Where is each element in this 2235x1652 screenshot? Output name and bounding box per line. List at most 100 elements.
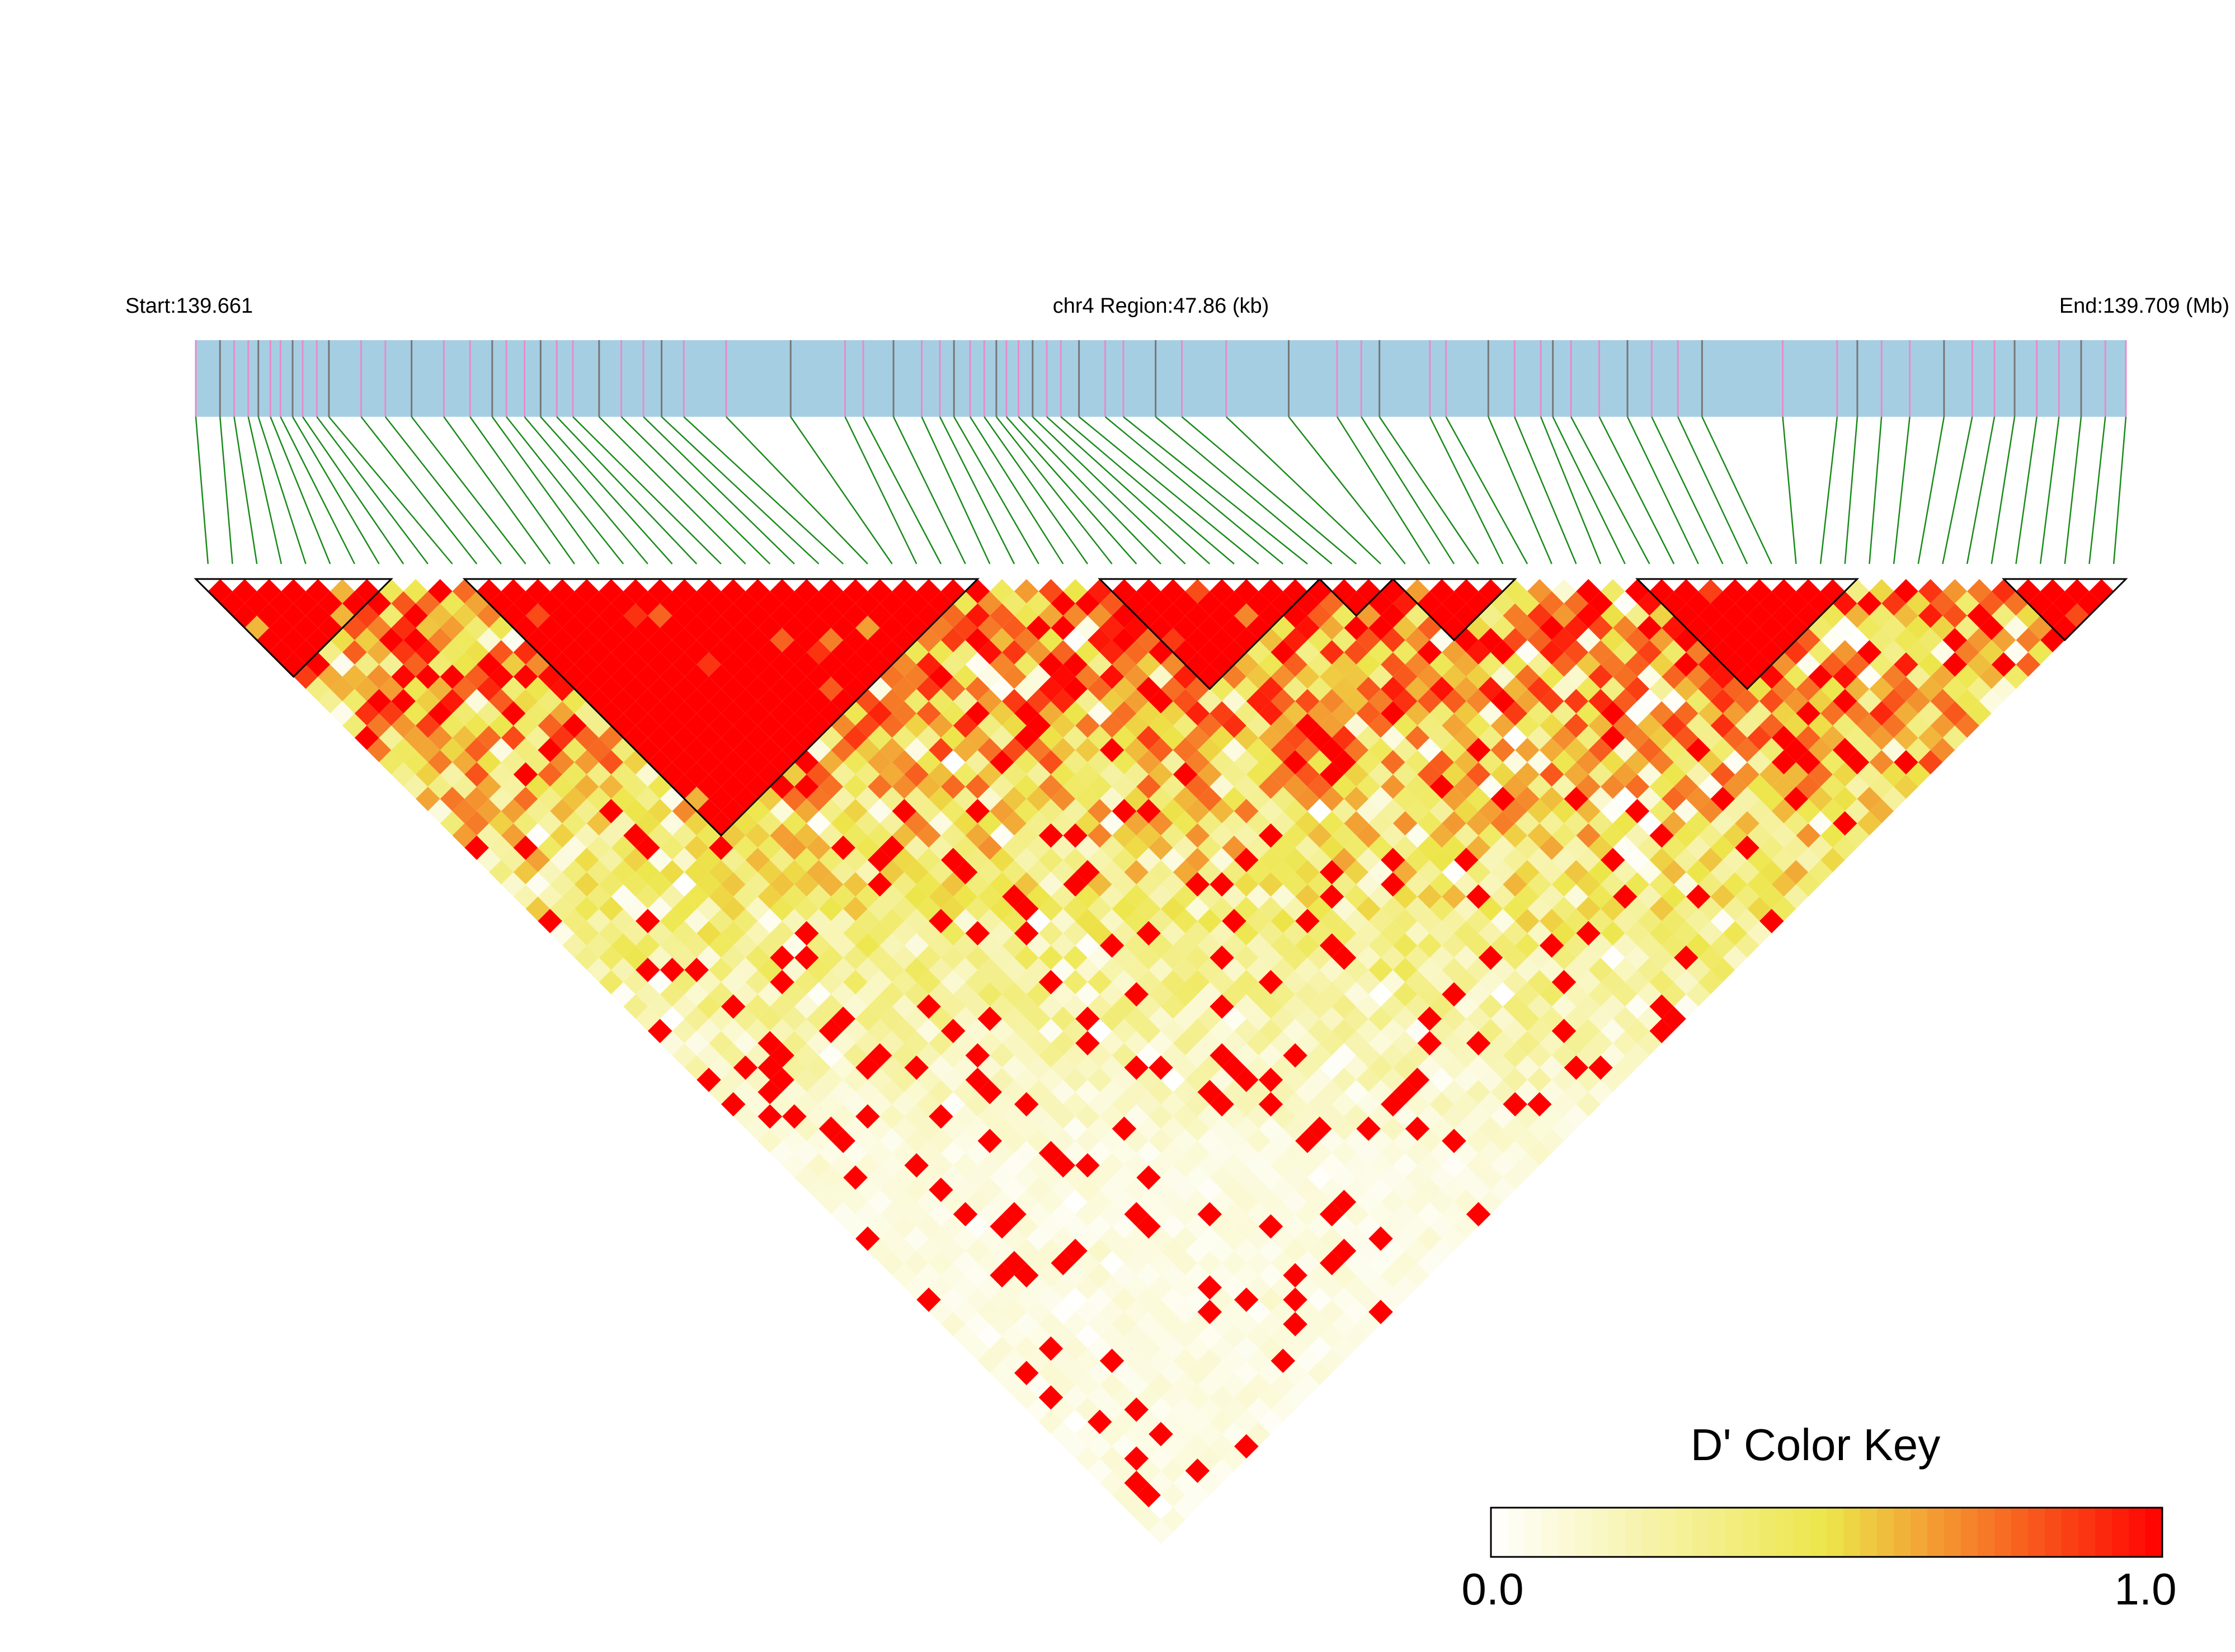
ld-cell	[782, 1080, 807, 1104]
ld-cell	[550, 628, 575, 653]
ld-cell	[477, 750, 501, 775]
color-key-swatch	[1944, 1508, 1961, 1557]
ld-cell	[1026, 835, 1051, 860]
color-key-swatch	[2112, 1508, 2129, 1557]
snp-connector	[892, 416, 966, 564]
ld-cell	[1381, 603, 1405, 628]
snp-connector	[1104, 416, 1284, 564]
ld-cell	[477, 799, 501, 823]
snp-connector	[233, 416, 258, 564]
ld-cell	[1026, 787, 1051, 811]
ld-cell	[477, 701, 501, 726]
color-key-swatch	[2095, 1508, 2112, 1557]
snp-connector	[1005, 416, 1137, 564]
ld-block-outline	[1098, 578, 1322, 690]
snp-connector	[1598, 416, 1675, 564]
color-key-swatch	[1558, 1508, 1575, 1557]
ld-cell	[1381, 750, 1405, 775]
color-key-swatch	[1524, 1508, 1542, 1557]
snp-connector	[1701, 416, 1772, 564]
snp-connector	[384, 416, 502, 564]
snp-connector	[790, 416, 893, 564]
snp-connector	[1488, 416, 1552, 564]
snp-connector	[1123, 416, 1308, 564]
ld-cell	[1026, 860, 1051, 884]
snp-connector	[328, 416, 453, 564]
ld-cell	[782, 591, 807, 616]
color-key-swatch	[1743, 1508, 1760, 1557]
ld-cell	[1381, 1287, 1405, 1312]
ld-cell	[1381, 628, 1405, 653]
ld-cell	[782, 1153, 807, 1178]
ld-cell	[1869, 750, 1894, 775]
ld-cell	[550, 896, 575, 921]
color-key-legend: D' Color Key 0.0 1.0	[1461, 1420, 2176, 1614]
snp-connector	[1378, 416, 1479, 564]
color-key-swatch	[1592, 1508, 1609, 1557]
snp-connector	[316, 416, 429, 564]
ld-block-outline	[1391, 578, 1517, 642]
ld-cell	[550, 848, 575, 873]
snp-connector	[844, 416, 917, 564]
ld-cell	[782, 1055, 807, 1080]
ld-cell	[1381, 969, 1405, 995]
color-key-swatch	[1709, 1508, 1726, 1557]
color-key-swatch	[1608, 1508, 1626, 1557]
ld-cell	[1381, 1189, 1405, 1215]
ld-cell	[1026, 884, 1051, 909]
ld-cell	[550, 701, 575, 726]
ld-cell	[477, 848, 501, 873]
ld-cell	[477, 628, 501, 653]
snp-connector	[2015, 416, 2038, 564]
ld-cell	[1026, 1348, 1051, 1373]
color-key-swatch	[1978, 1508, 1995, 1557]
ld-cell	[782, 689, 807, 714]
ld-cell	[1026, 982, 1051, 1007]
ld-cell	[1381, 872, 1405, 897]
ld-cell	[354, 726, 379, 750]
color-key-swatch	[1810, 1508, 1827, 1557]
snp-connector	[1155, 416, 1333, 564]
snp-connector	[1651, 416, 1724, 564]
snp-connector	[360, 416, 478, 564]
snp-connector	[683, 416, 844, 564]
ld-cell	[477, 774, 501, 799]
ld-cell	[1381, 1165, 1405, 1190]
ld-cell	[782, 982, 807, 1007]
ld-cell	[782, 615, 807, 641]
color-key-swatch	[1659, 1508, 1676, 1557]
ld-cell	[1368, 1300, 1393, 1324]
ld-cell	[782, 787, 807, 811]
region-center-label: chr4 Region:47.86 (kb)	[1053, 294, 1269, 318]
color-key-swatch	[1692, 1508, 1710, 1557]
ld-cell	[1381, 726, 1405, 750]
ld-cell	[550, 579, 575, 604]
snp-ticks	[195, 340, 2127, 417]
ld-cell	[1026, 1006, 1051, 1031]
color-key-swatch	[1776, 1508, 1794, 1557]
snp-connector	[2112, 416, 2127, 564]
ld-cell	[1381, 1214, 1405, 1239]
ld-cell	[1381, 945, 1405, 970]
ld-block-outline	[462, 578, 980, 837]
snp-connector	[556, 416, 698, 564]
ld-cell	[782, 835, 807, 860]
ld-cell	[1869, 799, 1894, 823]
ld-cell	[1026, 1275, 1051, 1300]
snp-track-bar	[196, 340, 2126, 417]
ld-cell	[1381, 701, 1405, 726]
ld-cell	[1735, 933, 1759, 958]
header-labels: Start:139.661 chr4 Region:47.86 (kb) End…	[125, 294, 2229, 318]
ld-cell	[269, 615, 294, 641]
ld-cell	[782, 957, 807, 982]
snp-connector	[1540, 416, 1602, 564]
snp-connector	[620, 416, 771, 564]
color-key-swatch	[1927, 1508, 1945, 1557]
snp-connector	[1288, 416, 1406, 564]
ld-cell	[1979, 689, 2004, 714]
snp-connector-lines	[195, 416, 2127, 564]
color-key-swatch	[1877, 1508, 1894, 1557]
color-key-swatch	[1793, 1508, 1810, 1557]
ld-cell	[1381, 774, 1405, 799]
ld-cell	[782, 884, 807, 909]
